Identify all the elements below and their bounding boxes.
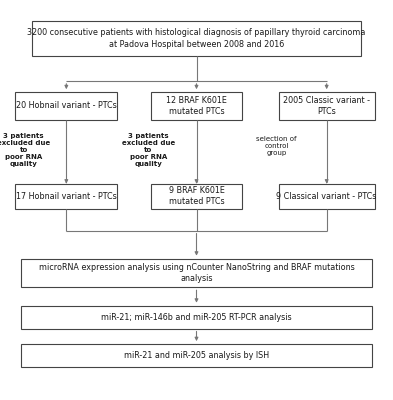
Bar	[279, 184, 375, 209]
Bar	[21, 258, 372, 287]
Text: 3 patients
excluded due
to
poor RNA
quality: 3 patients excluded due to poor RNA qual…	[0, 133, 50, 167]
Text: 20 Hobnail variant - PTCs: 20 Hobnail variant - PTCs	[16, 102, 117, 110]
Text: 2005 Classic variant -
PTCs: 2005 Classic variant - PTCs	[283, 96, 370, 116]
Text: 9 BRAF K601E
mutated PTCs: 9 BRAF K601E mutated PTCs	[169, 186, 224, 206]
Text: miR-21; miR-146b and miR-205 RT-PCR analysis: miR-21; miR-146b and miR-205 RT-PCR anal…	[101, 313, 292, 322]
Text: selection of
control
group: selection of control group	[256, 136, 297, 156]
Text: 17 Hobnail variant - PTCs: 17 Hobnail variant - PTCs	[16, 192, 117, 201]
Bar	[15, 92, 117, 120]
Bar	[151, 92, 242, 120]
Bar	[15, 184, 117, 209]
Text: 3 patients
excluded due
to
poor RNA
quality: 3 patients excluded due to poor RNA qual…	[121, 133, 175, 167]
Bar	[21, 306, 372, 329]
Bar	[279, 92, 375, 120]
Bar	[21, 344, 372, 367]
Text: miR-21 and miR-205 analysis by ISH: miR-21 and miR-205 analysis by ISH	[124, 351, 269, 360]
Text: 9 Classical variant - PTCs: 9 Classical variant - PTCs	[276, 192, 377, 201]
Bar	[32, 22, 361, 56]
Text: microRNA expression analysis using nCounter NanoString and BRAF mutations
analys: microRNA expression analysis using nCoun…	[39, 263, 354, 283]
Text: 12 BRAF K601E
mutated PTCs: 12 BRAF K601E mutated PTCs	[166, 96, 227, 116]
Bar	[151, 184, 242, 209]
Text: 3200 consecutive patients with histological diagnosis of papillary thyroid carci: 3200 consecutive patients with histologi…	[27, 28, 366, 49]
